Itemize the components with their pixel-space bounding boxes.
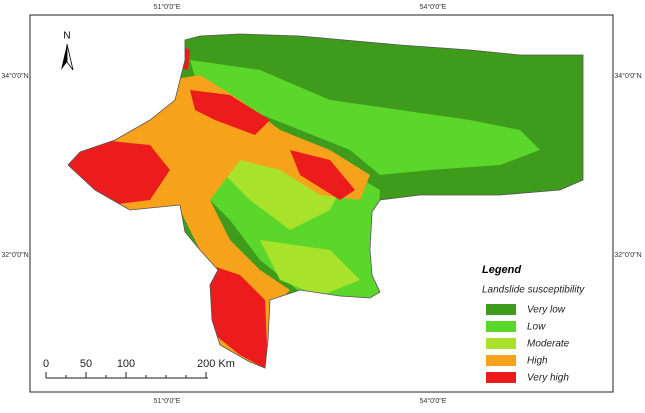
- zone-very-high: [190, 90, 270, 135]
- legend-swatch: [486, 355, 516, 366]
- zone-moderate: [260, 240, 360, 296]
- scale-bar: 0 50 100 200 Km: [43, 358, 235, 379]
- zone-very-high: [208, 265, 268, 368]
- scale-label: 100: [117, 358, 135, 370]
- legend-swatch: [486, 304, 516, 315]
- coord-label: 34°0'0"N: [614, 72, 641, 80]
- coord-label: 54°0'0"E: [420, 397, 447, 405]
- legend-label: Low: [527, 322, 546, 333]
- coord-label: 34°0'0"N: [1, 72, 28, 80]
- zone-very-high: [290, 150, 355, 200]
- coord-label: 51°0'0"E: [154, 397, 181, 405]
- legend-label: Moderate: [527, 339, 570, 350]
- province-outline: [67, 33, 584, 369]
- scale-ticks: [45, 372, 208, 379]
- legend: Very low Low Moderate High Very high: [486, 304, 570, 384]
- north-arrow: [61, 44, 67, 70]
- legend-label: Very low: [527, 305, 566, 316]
- zone-low: [190, 60, 540, 175]
- legend-swatch: [486, 321, 516, 332]
- legend-swatch: [486, 338, 516, 349]
- scale-label: 50: [80, 358, 92, 370]
- scale-label: 0: [43, 358, 49, 370]
- north-arrow: [66, 43, 74, 71]
- coord-label: 32°0'0"N: [614, 251, 641, 259]
- coord-label: 32°0'0"N: [1, 251, 28, 259]
- legend-subtitle: Landslide susceptibility: [482, 285, 585, 296]
- north-label: N: [63, 31, 70, 42]
- scale-label: 200 Km: [197, 358, 235, 370]
- legend-title: Legend: [482, 264, 521, 276]
- legend-swatch: [486, 372, 516, 383]
- legend-label: Very high: [527, 373, 569, 384]
- coord-label: 54°0'0"E: [420, 3, 447, 11]
- legend-label: High: [527, 356, 548, 367]
- coord-label: 51°0'0"E: [154, 3, 181, 11]
